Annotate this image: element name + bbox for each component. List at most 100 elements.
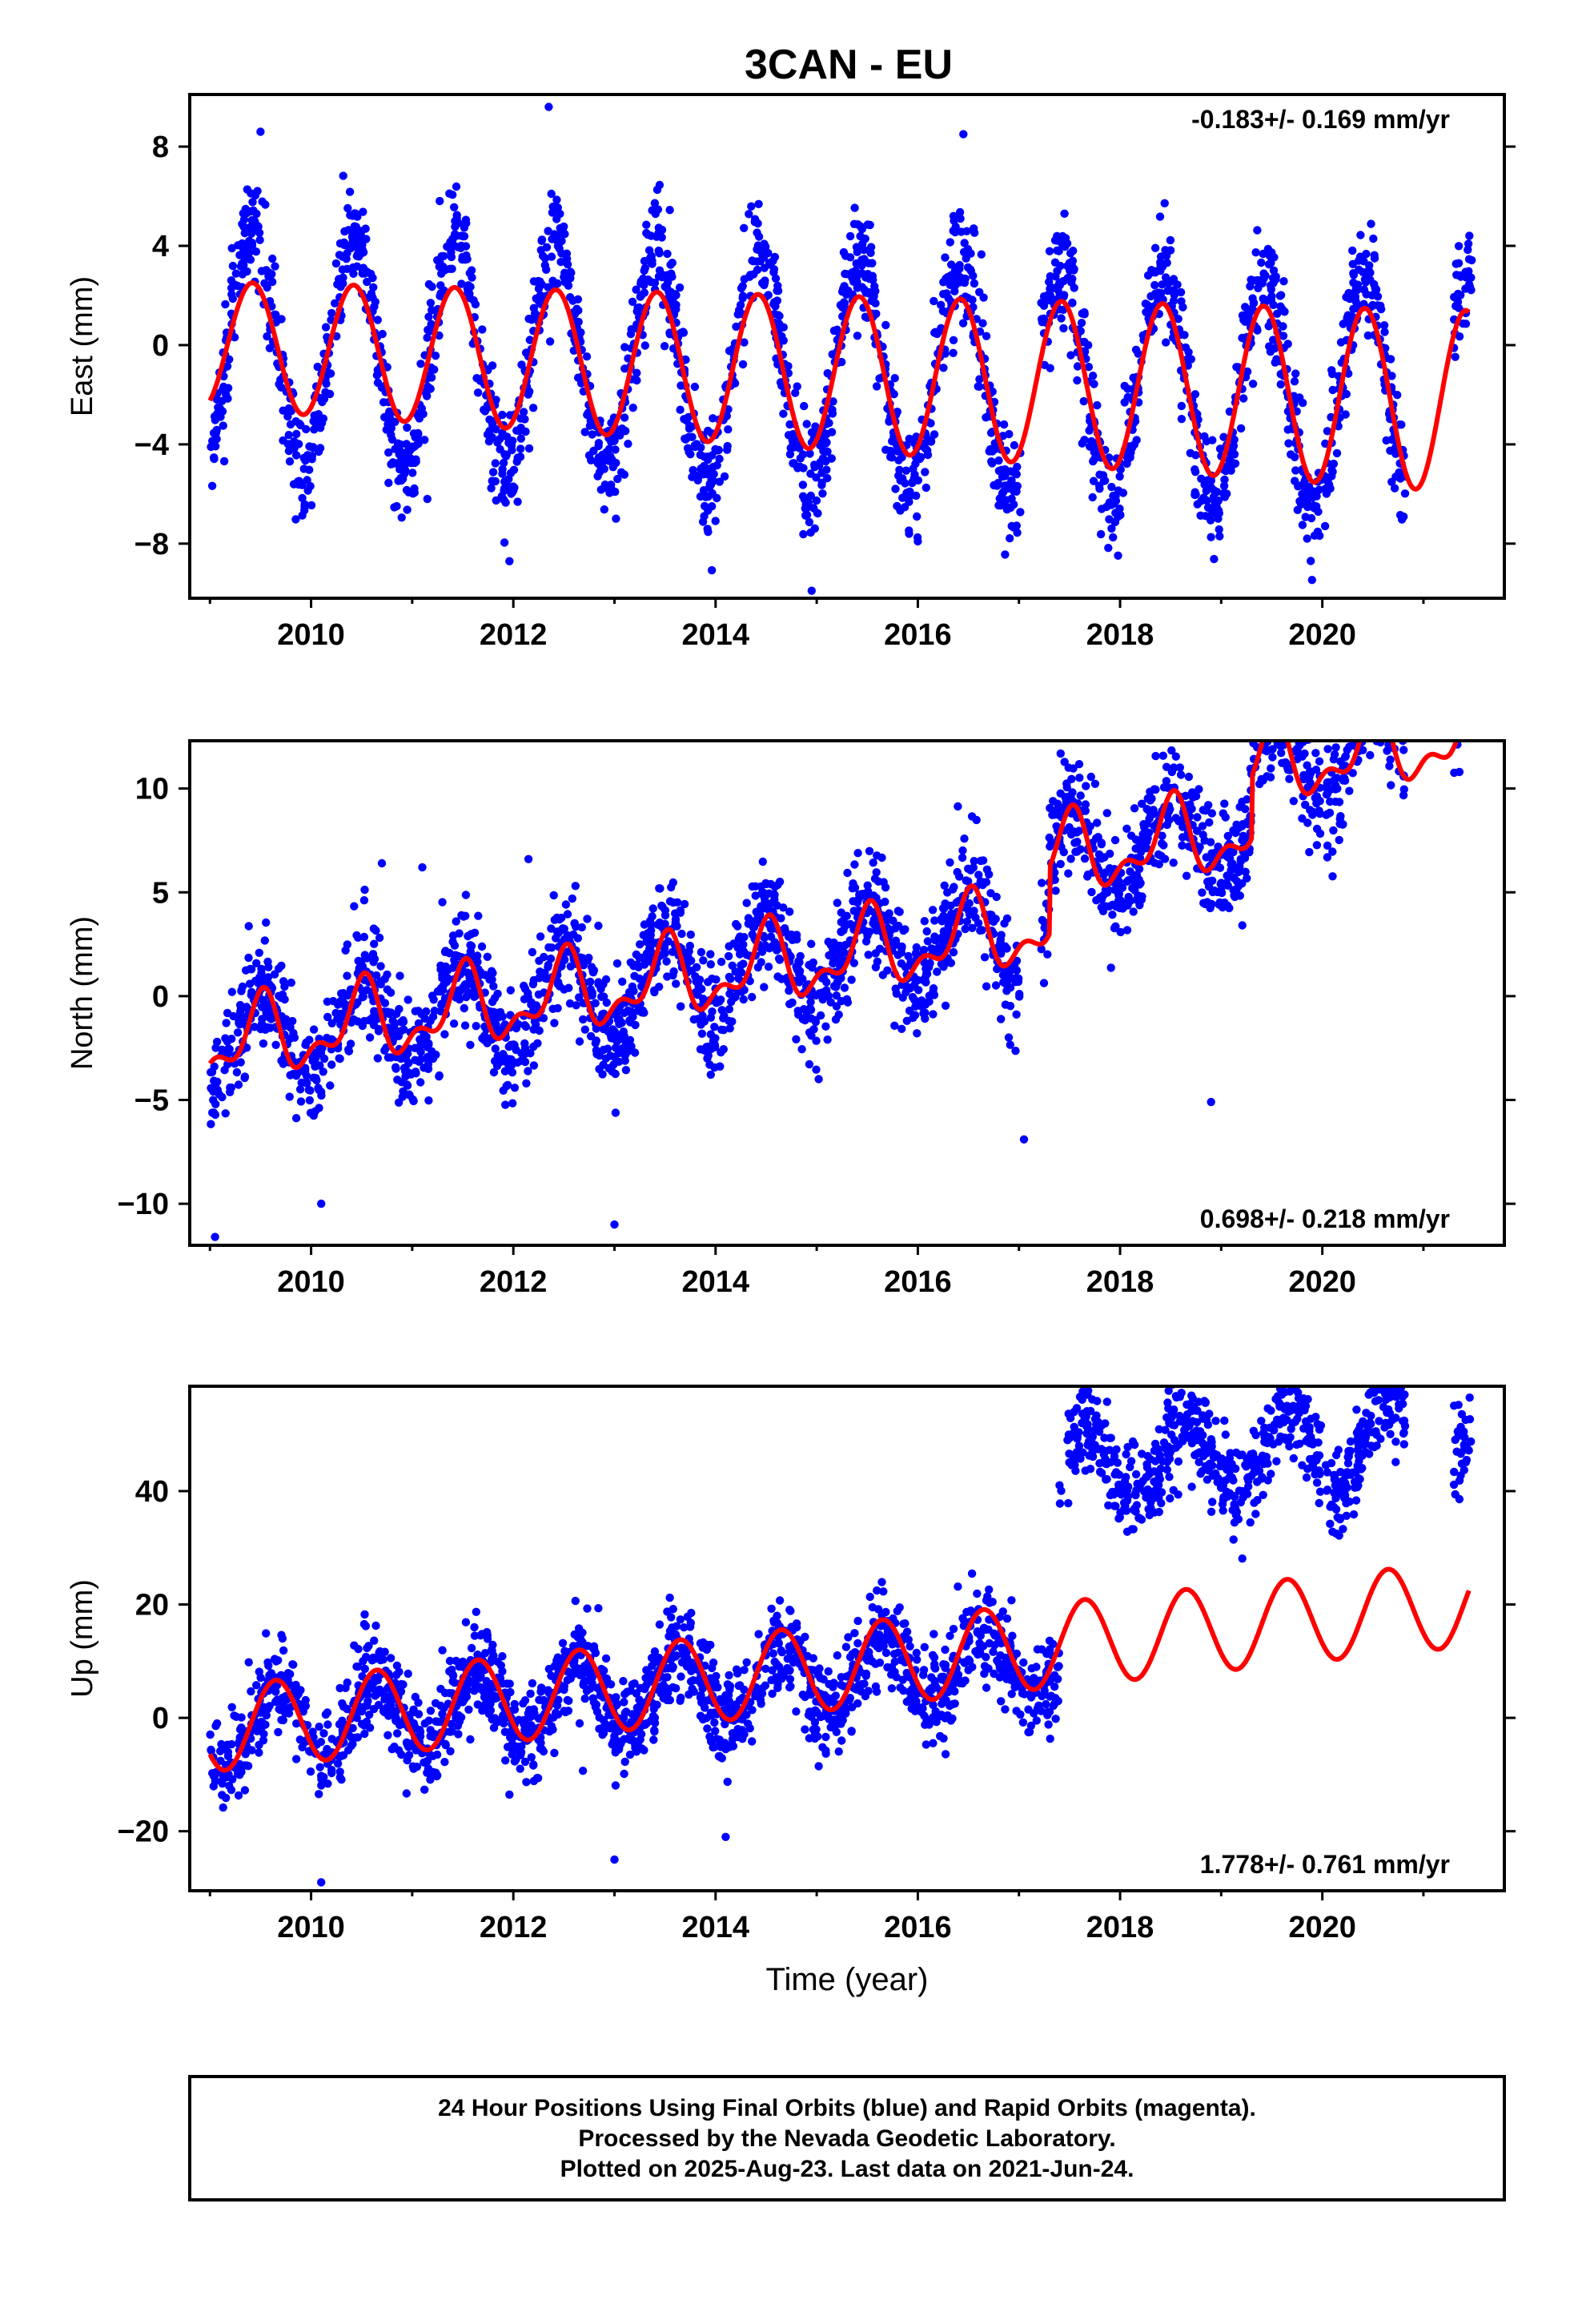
data-point: [978, 319, 987, 328]
data-point: [813, 509, 821, 517]
data-point: [933, 967, 942, 976]
data-point: [1454, 687, 1462, 695]
data-point: [738, 292, 748, 300]
data-point: [461, 891, 471, 899]
data-point: [1452, 714, 1460, 722]
data-point: [1144, 828, 1154, 838]
data-point: [837, 996, 846, 1006]
data-point: [1274, 688, 1282, 696]
data-point: [707, 565, 717, 575]
data-point: [399, 474, 408, 484]
data-point: [878, 971, 888, 979]
data-point: [339, 171, 347, 180]
data-point: [1276, 380, 1286, 389]
data-point: [514, 1019, 523, 1029]
data-point: [974, 870, 983, 879]
data-point: [256, 1024, 265, 1034]
data-point: [1263, 681, 1271, 689]
data-point: [758, 857, 767, 866]
data-point: [1199, 899, 1208, 907]
data-point: [1254, 677, 1262, 685]
data-point: [706, 1013, 716, 1022]
data-point: [1049, 797, 1058, 806]
data-point: [1142, 805, 1151, 814]
data-point: [779, 409, 788, 418]
data-point: [1093, 400, 1102, 410]
data-point: [245, 979, 255, 988]
data-point: [243, 242, 251, 251]
data-point: [248, 198, 257, 207]
data-point: [1342, 389, 1351, 399]
data-point: [1186, 448, 1195, 457]
data-point: [624, 1006, 632, 1015]
x-tick-label: 2016: [884, 618, 952, 652]
data-point: [1382, 697, 1390, 705]
data-point: [902, 489, 911, 497]
data-point: [693, 1015, 702, 1023]
data-point: [638, 1006, 648, 1015]
data-point: [1151, 751, 1160, 761]
data-point: [870, 875, 880, 883]
data-point: [982, 332, 991, 340]
data-point: [711, 517, 720, 525]
data-point: [1007, 521, 1016, 531]
data-point: [978, 926, 986, 935]
data-point: [1310, 531, 1319, 540]
data-point: [1327, 472, 1336, 480]
data-point: [749, 923, 758, 932]
data-point: [617, 424, 627, 433]
data-point: [1301, 800, 1310, 810]
data-point: [489, 982, 498, 991]
data-point: [946, 238, 955, 247]
data-point: [573, 934, 582, 943]
data-point: [1046, 803, 1054, 813]
data-point: [298, 493, 307, 503]
data-point: [1097, 505, 1106, 513]
data-point: [560, 222, 568, 231]
data-point: [858, 239, 867, 248]
data-point: [887, 453, 897, 462]
data-point: [584, 953, 593, 963]
data-point: [1384, 722, 1392, 730]
data-point: [1257, 774, 1266, 784]
data-point: [312, 1076, 321, 1085]
data-point: [1243, 367, 1252, 376]
data-point: [853, 849, 862, 858]
data-point: [1225, 903, 1234, 913]
data-points: [207, 669, 1475, 1241]
data-point: [500, 1052, 509, 1061]
data-point: [1461, 320, 1471, 328]
data-point: [1177, 401, 1186, 411]
data-point: [1361, 669, 1369, 677]
data-point: [508, 1099, 517, 1108]
data-point: [1043, 950, 1052, 959]
data-point: [372, 1015, 382, 1023]
data-point: [552, 927, 561, 936]
data-point: [1460, 711, 1468, 719]
data-point: [268, 254, 277, 263]
data-point: [544, 283, 552, 292]
data-point: [221, 300, 230, 309]
data-point: [1067, 278, 1076, 287]
x-tick-label: 2010: [277, 618, 345, 652]
data-point: [717, 1025, 726, 1035]
data-point: [1460, 712, 1468, 720]
data-point: [1176, 770, 1186, 779]
data-point: [651, 209, 660, 219]
data-point: [1293, 505, 1303, 514]
data-point: [970, 224, 978, 233]
data-point: [751, 891, 760, 900]
x-tick-label: 2012: [480, 618, 548, 652]
data-point: [1460, 706, 1468, 714]
data-point: [639, 274, 648, 283]
data-point: [566, 962, 575, 971]
data-point: [660, 948, 669, 958]
data-point: [982, 865, 992, 875]
data-point: [960, 834, 969, 843]
data-point: [1467, 682, 1475, 690]
data-point: [1199, 493, 1208, 502]
data-point: [850, 883, 860, 892]
data-point: [870, 282, 879, 291]
data-point: [491, 1044, 500, 1053]
data-point: [640, 341, 649, 350]
